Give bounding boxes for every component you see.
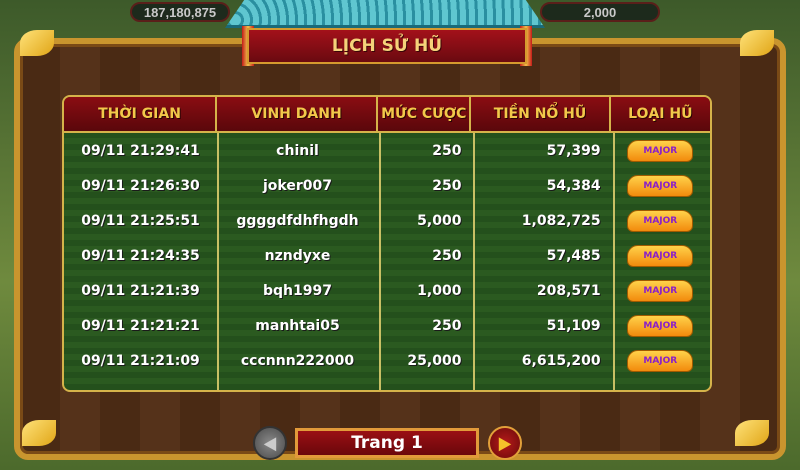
- header-bet: MỨC CƯỢC: [378, 97, 472, 131]
- time-cell: 09/11 21:21:39: [81, 282, 200, 299]
- roof-decoration: [225, 0, 545, 28]
- jackpot-cell: 208,571: [536, 282, 601, 299]
- name-cell: nzndyxe: [264, 247, 331, 264]
- table-row: 09/11 21:24:35 nzndyxe 250 57,485 MAJOR: [64, 238, 710, 273]
- type-cell: MAJOR: [611, 279, 710, 302]
- name-cell: ggggdfdhfhgdh: [236, 212, 359, 229]
- time-cell: 09/11 21:21:21: [81, 317, 200, 334]
- arrow-left-icon: ◀: [263, 433, 277, 454]
- bet-cell: 1,000: [417, 282, 462, 299]
- type-cell: MAJOR: [611, 209, 710, 232]
- time-cell: 09/11 21:26:30: [81, 177, 200, 194]
- table-row: 09/11 21:21:21 manhtai05 250 51,109 MAJOR: [64, 308, 710, 343]
- name-cell: bqh1997: [263, 282, 332, 299]
- jackpot-type-badge: MAJOR: [627, 314, 694, 337]
- table-row: 09/11 21:25:51 ggggdfdhfhgdh 5,000 1,082,72…: [64, 203, 710, 238]
- table-row: 09/11 21:21:09 cccnnn222000 25,000 6,615,20…: [64, 343, 710, 378]
- bet-cell: 25,000: [407, 352, 462, 369]
- bet-cell: 250: [432, 247, 462, 264]
- prev-page-button[interactable]: ◀: [253, 426, 287, 460]
- jackpot-type-badge: MAJOR: [627, 244, 694, 267]
- leaf-decoration: [22, 420, 56, 446]
- type-cell: MAJOR: [611, 244, 710, 267]
- type-cell: MAJOR: [611, 349, 710, 372]
- time-cell: 09/11 21:25:51: [81, 212, 200, 229]
- header-name: VINH DANH: [217, 97, 379, 131]
- jackpot-type-badge: MAJOR: [627, 174, 694, 197]
- name-cell: chinil: [276, 142, 319, 159]
- type-cell: MAJOR: [611, 314, 710, 337]
- leaf-decoration: [735, 420, 769, 446]
- name-cell: joker007: [263, 177, 332, 194]
- table-body: 09/11 21:29:41 chinil 250 57,399 MAJOR 09/11 …: [64, 133, 710, 390]
- time-cell: 09/11 21:29:41: [81, 142, 200, 159]
- dialog-title: LỊCH SỬ HŨ: [247, 28, 527, 64]
- jackpot-cell: 1,082,725: [521, 212, 601, 229]
- jackpot-type-badge: MAJOR: [627, 139, 694, 162]
- time-cell: 09/11 21:24:35: [81, 247, 200, 264]
- header-time: THỜI GIAN: [64, 97, 218, 131]
- jackpot-cell: 51,109: [546, 317, 601, 334]
- jackpot-type-badge: MAJOR: [627, 349, 694, 372]
- header-type: LOẠI HŨ: [628, 106, 693, 122]
- jackpot-history-table: THỜI GIAN VINH DANH MỨC CƯỢC TIỀN NỔ HŨ …: [62, 95, 712, 392]
- name-cell: manhtai05: [255, 317, 340, 334]
- table-row: 09/11 21:26:30 joker007 250 54,384 MAJOR: [64, 168, 710, 203]
- leaf-decoration: [20, 30, 54, 56]
- bet-display: 2,000: [540, 2, 660, 22]
- table-row: 09/11 21:29:41 chinil 250 57,399 MAJOR: [64, 133, 710, 168]
- bet-cell: 250: [432, 177, 462, 194]
- table-row: 09/11 21:21:39 bqh1997 1,000 208,571 MAJOR: [64, 273, 710, 308]
- jackpot-cell: 57,399: [546, 142, 601, 159]
- header-jackpot: TIỀN NỔ HŨ: [471, 97, 611, 131]
- balance-display: 187,180,875: [130, 2, 230, 22]
- type-cell: MAJOR: [611, 174, 710, 197]
- jackpot-cell: 6,615,200: [521, 352, 601, 369]
- leaf-decoration: [740, 30, 774, 56]
- bet-cell: 250: [432, 317, 462, 334]
- jackpot-cell: 57,485: [546, 247, 601, 264]
- type-cell: MAJOR: [611, 139, 710, 162]
- jackpot-cell: 54,384: [546, 177, 601, 194]
- name-cell: cccnnn222000: [240, 352, 355, 369]
- jackpot-type-badge: MAJOR: [627, 209, 694, 232]
- jackpot-type-badge: MAJOR: [627, 279, 694, 302]
- table-header: THỜI GIAN VINH DANH MỨC CƯỢC TIỀN NỔ HŨ …: [64, 97, 710, 133]
- page-indicator: Trang 1: [295, 428, 479, 458]
- time-cell: 09/11 21:21:09: [81, 352, 200, 369]
- arrow-right-icon: ▶: [498, 433, 512, 454]
- next-page-button[interactable]: ▶: [488, 426, 522, 460]
- bet-cell: 250: [432, 142, 462, 159]
- bet-cell: 5,000: [417, 212, 462, 229]
